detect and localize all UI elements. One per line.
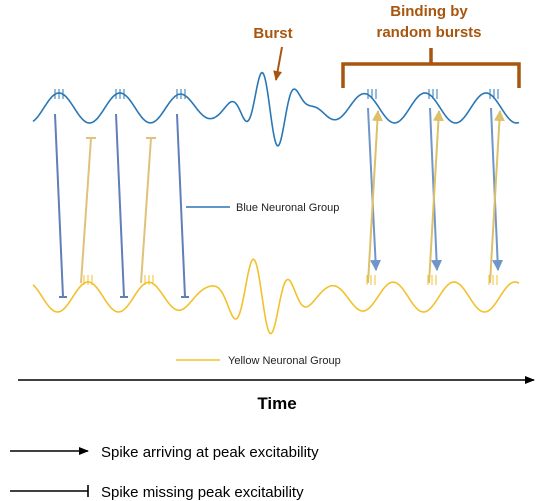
key-arrow-label: Spike arriving at peak excitability bbox=[101, 444, 319, 461]
time-axis-label: Time bbox=[257, 394, 296, 413]
binding-label-line2: random bursts bbox=[376, 24, 481, 41]
blue-legend-label: Blue Neuronal Group bbox=[236, 202, 339, 214]
yellow-waveform bbox=[32, 258, 520, 335]
binding-label-line1: Binding by bbox=[390, 3, 468, 20]
yellow-spike-ticks bbox=[83, 275, 498, 285]
blue-waveform bbox=[32, 71, 520, 147]
binding-arrows bbox=[367, 107, 505, 284]
key-tee-icon bbox=[10, 485, 89, 497]
key-tee-label: Spike missing peak excitability bbox=[101, 484, 304, 501]
yellow-legend-label: Yellow Neuronal Group bbox=[228, 355, 341, 367]
binding-bracket bbox=[341, 48, 521, 88]
blue-spike-ticks bbox=[54, 89, 499, 99]
yellow-missing-spikes bbox=[80, 137, 156, 284]
blue-missing-spikes bbox=[54, 113, 189, 298]
burst-arrow bbox=[273, 46, 283, 81]
burst-label: Burst bbox=[253, 25, 292, 42]
